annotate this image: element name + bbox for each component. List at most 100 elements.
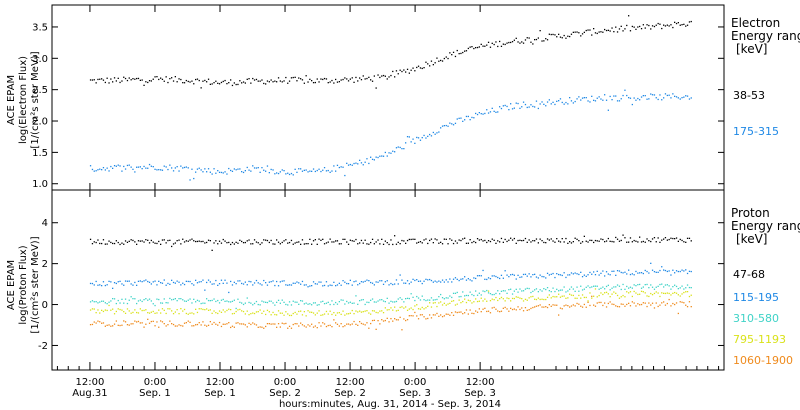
electron-legend-title-2: Energy ranges [731,29,800,43]
proton-point-1060-1900 [244,324,246,326]
proton-point-1060-1900 [688,301,691,303]
electron-point-38-53 [137,77,140,80]
proton-point-795-1193 [672,292,674,294]
proton-point-47-68 [423,239,425,241]
proton-point-795-1193 [416,304,418,306]
proton-point-795-1193 [163,309,165,311]
proton-point-310-580 [322,300,324,302]
proton-point-115-195 [436,281,438,283]
proton-point-795-1193 [618,297,621,299]
proton-point-795-1193 [664,292,667,295]
proton-point-115-195 [661,266,663,268]
proton-point-795-1193 [296,313,298,315]
proton-point-310-580 [473,294,475,297]
proton-point-47-68 [482,240,484,242]
proton-point-1060-1900 [281,322,283,324]
proton-point-795-1193 [644,292,646,294]
proton-point-795-1193 [359,310,361,312]
proton-point-1060-1900 [556,304,558,306]
proton-point-795-1193 [452,300,455,302]
proton-point-47-68 [624,237,626,239]
proton-point-310-580 [432,299,434,301]
electron-point-175-315 [591,95,593,97]
proton-point-795-1193 [150,311,152,313]
proton-point-47-68 [532,240,534,242]
proton-point-310-580 [493,293,495,296]
proton-point-47-68 [272,243,274,245]
proton-point-47-68 [248,239,250,241]
proton-point-310-580 [191,302,193,304]
proton-point-795-1193 [445,304,447,306]
proton-point-795-1193 [489,300,492,302]
proton-point-310-580 [535,288,538,290]
proton-point-115-195 [276,280,278,283]
proton-point-1060-1900 [97,320,99,322]
proton-point-310-580 [659,283,661,286]
proton-point-1060-1900 [253,323,256,325]
proton-point-310-580 [136,302,138,305]
proton-point-310-580 [344,303,346,305]
electron-point-175-315 [137,166,140,168]
proton-point-1060-1900 [478,308,480,310]
proton-point-310-580 [119,302,121,304]
electron-point-38-53 [134,78,136,80]
proton-point-1060-1900 [174,325,176,327]
proton-point-795-1193 [628,292,630,294]
electron-point-38-53 [548,33,550,35]
proton-point-47-68 [607,237,609,240]
proton-point-310-580 [436,298,438,301]
proton-point-1060-1900 [241,323,243,325]
electron-point-38-53 [631,25,633,28]
proton-point-795-1193 [631,295,633,298]
proton-point-795-1193 [510,300,512,302]
proton-point-795-1193 [298,310,300,313]
proton-point-115-195 [497,276,499,279]
proton-point-310-580 [163,298,165,300]
electron-point-38-53 [679,24,681,26]
electron-point-175-315 [561,101,563,104]
electron-point-38-53 [624,28,626,30]
proton-point-1060-1900 [123,320,125,322]
proton-point-47-68 [626,241,628,243]
proton-point-1060-1900 [394,318,396,320]
electron-point-38-53 [263,82,265,85]
proton-point-795-1193 [460,302,462,304]
electron-ylabel-line3: [1/(cm²s ster MeV)] [30,51,41,148]
proton-point-115-195 [596,270,598,272]
proton-point-47-68 [663,238,665,240]
electron-point-38-53 [574,31,576,33]
proton-point-115-195 [534,273,536,275]
electron-point-175-315 [106,167,108,169]
proton-point-115-195 [353,281,355,283]
electron-point-38-53 [165,76,167,78]
proton-point-115-195 [349,279,351,281]
proton-point-47-68 [546,238,549,240]
proton-point-1060-1900 [213,321,215,324]
electron-point-175-315 [604,94,606,96]
proton-point-47-68 [211,249,213,251]
electron-point-38-53 [405,71,407,73]
xtick-label-date: Sep. 1 [204,388,236,399]
proton-point-795-1193 [106,309,108,312]
proton-point-115-195 [95,280,97,283]
proton-point-115-195 [611,270,613,272]
proton-point-47-68 [279,243,281,245]
proton-point-1060-1900 [93,321,95,323]
proton-point-310-580 [327,301,329,303]
electron-point-175-315 [521,106,523,108]
proton-point-1060-1900 [589,304,591,307]
proton-point-310-580 [206,298,208,300]
proton-point-47-68 [521,240,523,242]
proton-point-795-1193 [357,311,359,313]
electron-ylabel-line1: ACE EPAM [6,75,17,125]
proton-point-47-68 [565,237,567,240]
proton-point-115-195 [384,281,386,283]
proton-point-115-195 [668,270,670,272]
electron-point-38-53 [270,79,272,81]
electron-point-175-315 [309,170,311,172]
proton-point-47-68 [314,239,316,241]
proton-point-795-1193 [160,312,162,314]
electron-point-38-53 [241,82,243,84]
proton-point-795-1193 [220,311,223,313]
electron-point-38-53 [342,78,344,81]
